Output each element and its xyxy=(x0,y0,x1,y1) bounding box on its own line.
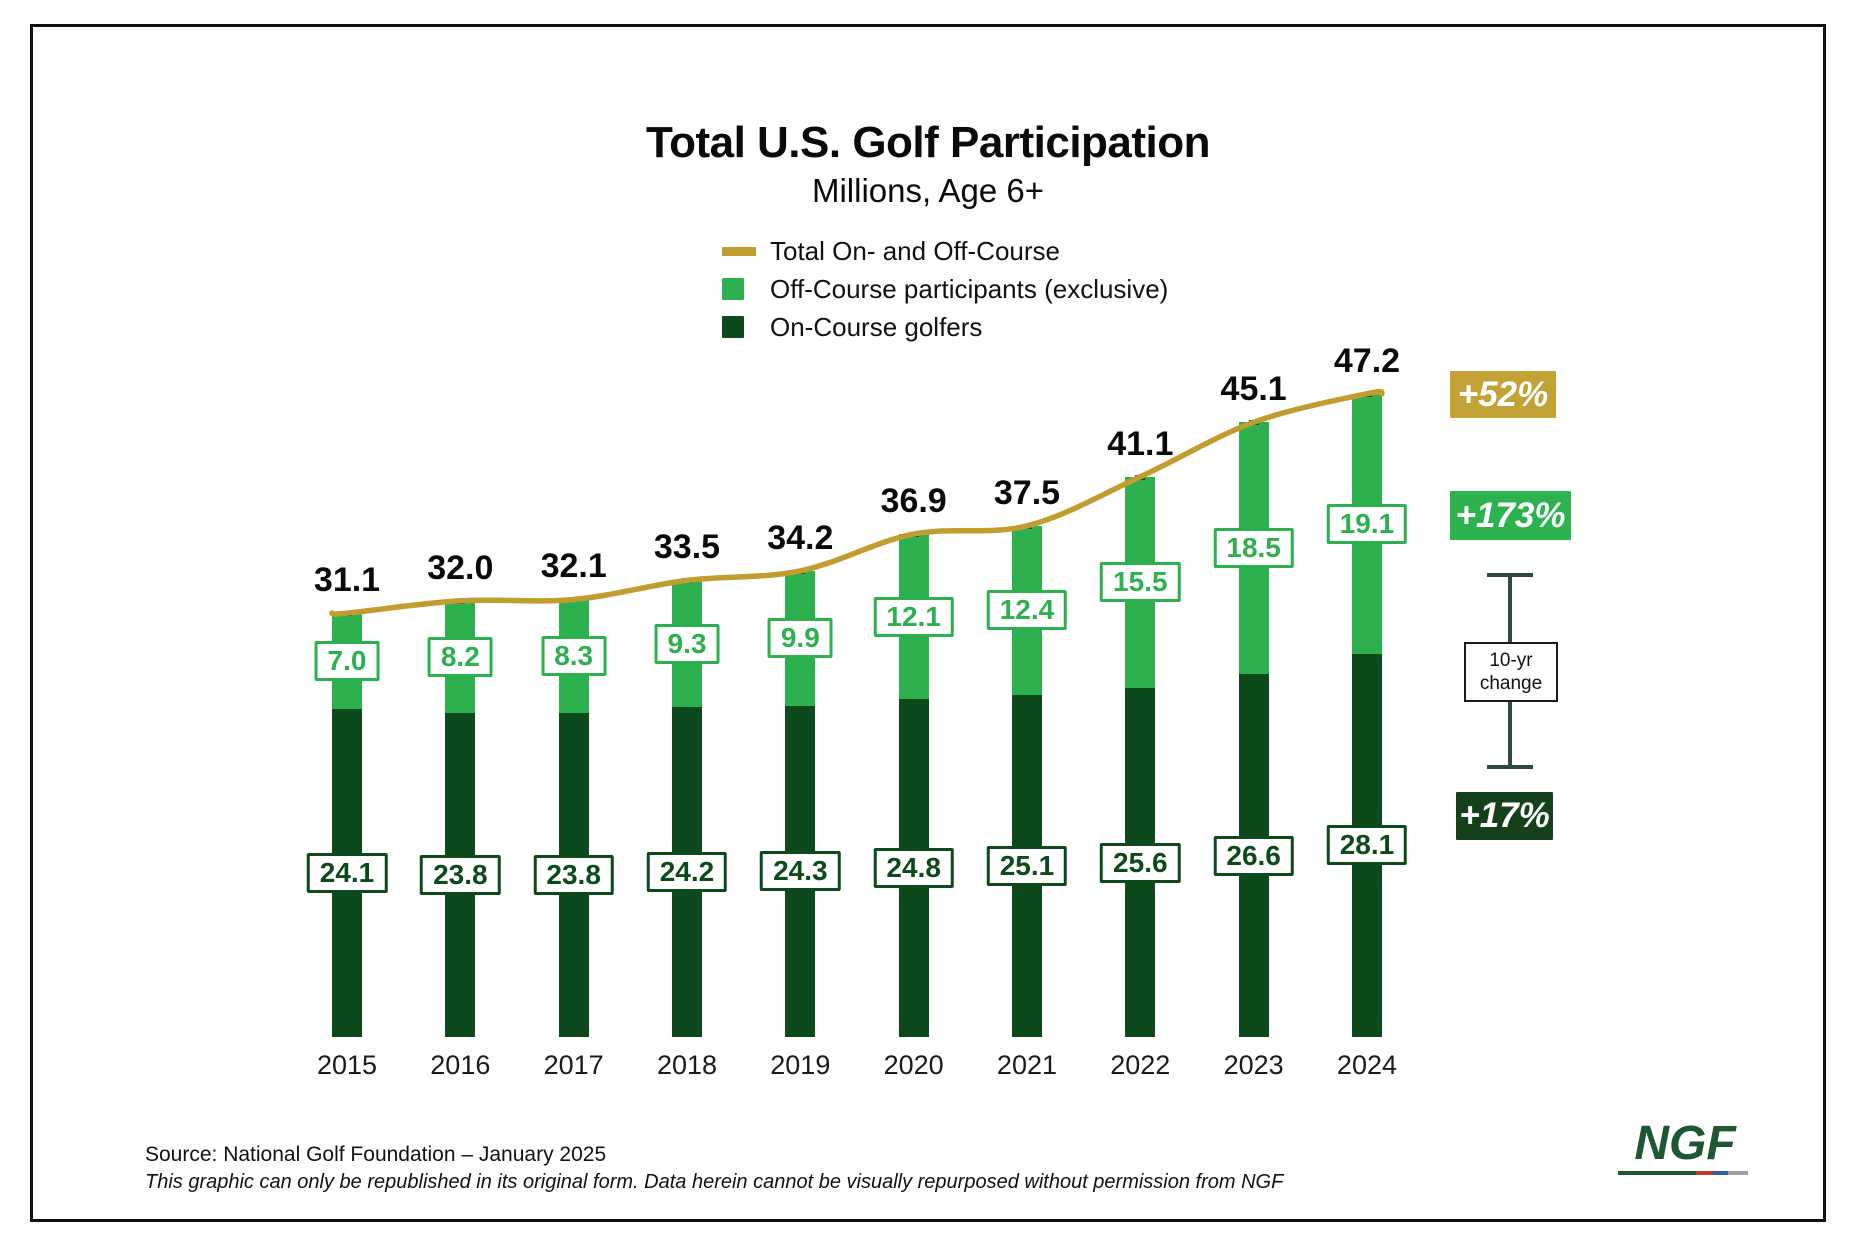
x-axis-year-label: 2023 xyxy=(1223,1050,1284,1080)
on-course-value-label: 24.1 xyxy=(306,852,388,893)
logo-underline-segment xyxy=(1618,1171,1696,1175)
line-point-tick xyxy=(1021,523,1032,529)
chart-subtitle: Millions, Age 6+ xyxy=(811,172,1045,209)
total-value-label: 33.5 xyxy=(653,528,721,567)
line-point-tick xyxy=(681,578,692,584)
total-value-label: 37.5 xyxy=(993,473,1061,512)
line-point-tick xyxy=(908,532,919,538)
legend: Total On- and Off-Course Off-Course part… xyxy=(722,232,1168,346)
off-course-value-label: 12.1 xyxy=(873,596,954,637)
on-course-value-label: 28.1 xyxy=(1326,825,1408,866)
line-point-tick xyxy=(568,597,579,603)
total-value-label: 47.2 xyxy=(1333,341,1401,380)
total-value-label: 32.1 xyxy=(540,547,607,586)
legend-item-total: Total On- and Off-Course xyxy=(722,232,1168,270)
total-value-label: 31.1 xyxy=(313,561,381,600)
source-text: Source: National Golf Foundation – Janua… xyxy=(145,1143,607,1166)
on-course-value-label: 23.8 xyxy=(420,854,501,895)
line-point-tick xyxy=(455,598,466,604)
off-course-value-label: 9.9 xyxy=(767,618,833,659)
bracket-bottom-cap xyxy=(1487,765,1533,769)
on-course-value-label: 23.8 xyxy=(533,854,614,895)
legend-label-on-course: On-Course golfers xyxy=(770,311,983,342)
off-course-value-label: 8.2 xyxy=(427,636,493,677)
on-course-change-badge: +17% xyxy=(1456,792,1553,840)
line-point-tick xyxy=(1248,420,1259,426)
ngf-logo-underline xyxy=(1618,1171,1748,1175)
total-line-swatch-icon xyxy=(722,246,756,256)
on-course-value-label: 24.2 xyxy=(646,852,728,893)
line-point-tick xyxy=(342,611,352,617)
logo-underline-segment xyxy=(1728,1171,1748,1175)
legend-label-total: Total On- and Off-Course xyxy=(770,235,1060,266)
x-axis-year-label: 2021 xyxy=(996,1050,1058,1080)
total-value-label: 45.1 xyxy=(1220,370,1287,409)
off-course-value-label: 7.0 xyxy=(314,640,380,681)
off-course-change-badge: +173% xyxy=(1450,491,1571,540)
ten-year-change-label: 10-yr change xyxy=(1464,642,1558,702)
on-course-value-label: 25.1 xyxy=(986,845,1068,886)
off-course-value-label: 9.3 xyxy=(654,623,720,664)
logo-underline-segment xyxy=(1696,1171,1713,1175)
line-point-tick xyxy=(795,568,806,574)
on-course-value-label: 25.6 xyxy=(1100,842,1181,883)
logo-underline-segment xyxy=(1712,1171,1729,1175)
x-axis-year-label: 2016 xyxy=(430,1050,491,1080)
x-axis-year-label: 2019 xyxy=(770,1050,831,1080)
total-value-label: 32.0 xyxy=(427,548,494,587)
off-course-swatch-icon xyxy=(722,278,744,300)
x-axis-year-label: 2018 xyxy=(656,1050,718,1080)
line-point-tick xyxy=(1361,391,1372,397)
on-course-swatch-icon xyxy=(722,316,744,338)
legend-item-off-course: Off-Course participants (exclusive) xyxy=(722,270,1168,308)
on-course-value-label: 26.6 xyxy=(1213,835,1294,876)
chart-title: Total U.S. Golf Participation xyxy=(645,118,1211,167)
on-course-value-label: 24.3 xyxy=(760,851,841,892)
ngf-logo: NGF xyxy=(1618,1120,1752,1175)
x-axis-year-label: 2017 xyxy=(543,1050,604,1080)
total-change-badge: +52% xyxy=(1450,371,1556,418)
x-axis-year-label: 2020 xyxy=(883,1050,944,1080)
legend-label-off-course: Off-Course participants (exclusive) xyxy=(770,273,1169,304)
on-course-value-label: 24.8 xyxy=(873,847,954,888)
x-axis-year-label: 2015 xyxy=(316,1050,378,1080)
ten-year-change-line2: change xyxy=(1479,673,1543,694)
total-value-label: 36.9 xyxy=(880,482,947,521)
off-course-value-label: 19.1 xyxy=(1326,503,1408,544)
legend-item-on-course: On-Course golfers xyxy=(722,308,1168,346)
x-axis-year-label: 2022 xyxy=(1110,1050,1171,1080)
ngf-logo-text: NGF xyxy=(1634,1117,1736,1170)
off-course-value-label: 15.5 xyxy=(1100,562,1181,603)
ten-year-change-line1: 10-yr xyxy=(1489,650,1533,671)
line-point-tick xyxy=(1135,474,1146,480)
disclaimer-text: This graphic can only be republished in … xyxy=(145,1171,1284,1193)
total-value-label: 41.1 xyxy=(1107,424,1174,463)
total-value-label: 34.2 xyxy=(767,518,834,557)
off-course-value-label: 18.5 xyxy=(1213,528,1294,569)
off-course-value-label: 12.4 xyxy=(986,590,1068,631)
x-axis-year-label: 2024 xyxy=(1336,1050,1398,1080)
off-course-value-label: 8.3 xyxy=(541,636,607,677)
